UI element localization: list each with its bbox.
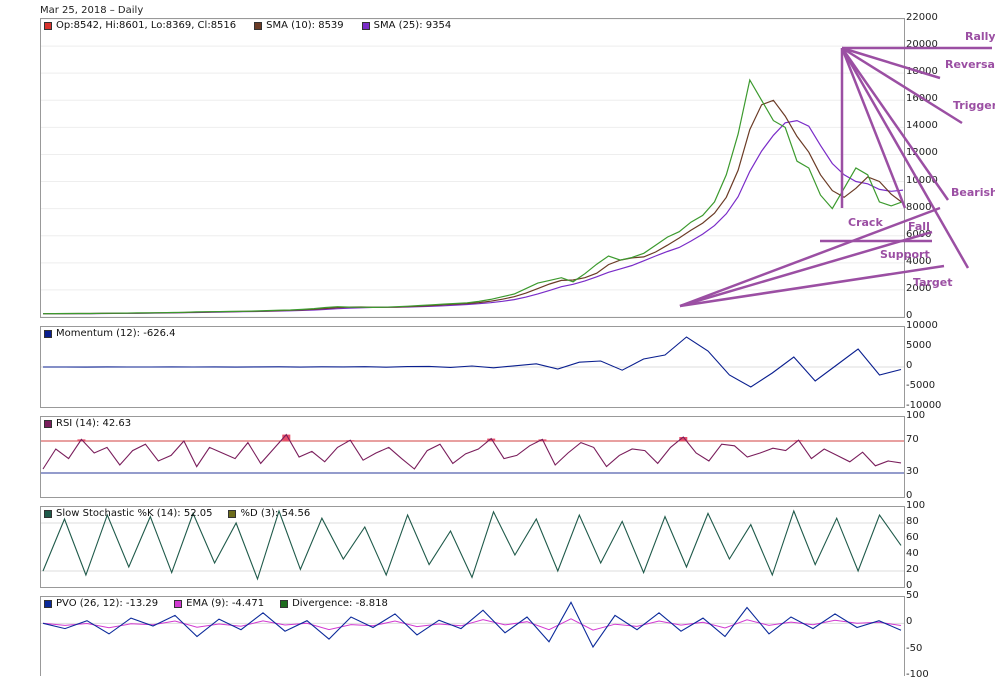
y-tick-label: 20 bbox=[906, 564, 919, 575]
pvo-divergence-legend-label: Divergence: -8.818 bbox=[292, 598, 388, 609]
y-tick-label: -5000 bbox=[906, 380, 936, 391]
y-tick-label: 30 bbox=[906, 466, 919, 477]
y-tick-label: 8000 bbox=[906, 201, 932, 213]
annotation-target: Target bbox=[913, 276, 953, 289]
stochastic-chart-svg bbox=[41, 509, 904, 581]
stochastic-k-legend-label: Slow Stochastic %K (14): 52.05 bbox=[56, 508, 213, 519]
rsi-legend-label: RSI (14): 42.63 bbox=[56, 418, 132, 429]
annotation-reversal: Reversal bbox=[945, 58, 995, 71]
y-tick-label: 0 bbox=[906, 360, 913, 371]
sma10-legend-label: SMA (10): 8539 bbox=[266, 20, 344, 31]
series-line bbox=[43, 336, 902, 388]
price-legend: Op:8542, Hi:8601, Lo:8369, Cl:8516 SMA (… bbox=[44, 20, 451, 31]
momentum-pane bbox=[40, 326, 905, 408]
y-tick-label: 0 bbox=[906, 310, 913, 321]
annotation-crack: Crack bbox=[848, 216, 883, 229]
rsi-legend-swatch bbox=[44, 419, 52, 428]
y-tick-label: 0 bbox=[906, 616, 913, 628]
rsi-overbought-fill bbox=[679, 437, 688, 441]
price-close-line bbox=[42, 78, 904, 315]
pvo-pane bbox=[40, 596, 905, 676]
y-tick-label: 10000 bbox=[906, 174, 938, 186]
sma10-legend-swatch bbox=[254, 21, 263, 30]
annotation-trigger: Trigger bbox=[953, 99, 995, 112]
stochastic-legend: Slow Stochastic %K (14): 52.05 %D (3): 5… bbox=[44, 508, 310, 519]
rsi-overbought-fill bbox=[282, 434, 291, 441]
y-tick-label: 16000 bbox=[906, 93, 938, 105]
price-chart-svg bbox=[41, 18, 904, 318]
chart-date-header: Mar 25, 2018 – Daily bbox=[40, 5, 144, 16]
series-line bbox=[42, 601, 902, 649]
pvo-ema-legend-swatch bbox=[174, 599, 183, 608]
pvo-ema-legend-label: EMA (9): -4.471 bbox=[186, 598, 265, 609]
pvo-legend-swatch bbox=[44, 599, 52, 608]
pvo-legend-label: PVO (26, 12): -13.29 bbox=[56, 598, 159, 609]
pvo-legend: PVO (26, 12): -13.29 EMA (9): -4.471 Div… bbox=[44, 598, 388, 609]
annotation-rally: Rally bbox=[965, 30, 995, 43]
y-tick-label: 100 bbox=[906, 500, 926, 511]
y-tick-label: 80 bbox=[906, 516, 919, 527]
y-tick-label: 12000 bbox=[906, 147, 938, 159]
rsi-pane bbox=[40, 416, 905, 498]
momentum-legend-label: Momentum (12): -626.4 bbox=[56, 328, 176, 339]
annotation-fall: Fall bbox=[908, 220, 930, 233]
y-tick-label: 50 bbox=[906, 590, 919, 601]
y-tick-label: -10000 bbox=[906, 400, 942, 411]
sma25-line bbox=[43, 119, 904, 315]
ohlc-legend-swatch bbox=[44, 21, 52, 30]
stochastic-k-legend-swatch bbox=[44, 509, 52, 518]
series-line bbox=[42, 509, 902, 581]
y-tick-label: 20000 bbox=[906, 39, 938, 51]
y-tick-label: 18000 bbox=[906, 66, 938, 78]
sma25-legend-swatch bbox=[361, 21, 370, 30]
rsi-chart-svg bbox=[41, 433, 904, 474]
y-tick-label: -50 bbox=[906, 642, 923, 654]
y-tick-label: 0 bbox=[906, 580, 913, 591]
sma10-line bbox=[43, 99, 904, 315]
price-pane bbox=[40, 18, 905, 318]
pvo-divergence-legend-swatch bbox=[280, 599, 289, 608]
rsi-legend: RSI (14): 42.63 bbox=[44, 418, 131, 429]
stochastic-d-legend-label: %D (3): 54.56 bbox=[240, 508, 311, 519]
rsi-overbought-fill bbox=[487, 438, 496, 441]
series-line bbox=[42, 433, 902, 470]
y-tick-label: 60 bbox=[906, 532, 919, 543]
ohlc-legend-label: Op:8542, Hi:8601, Lo:8369, Cl:8516 bbox=[56, 20, 237, 31]
y-tick-label: 5000 bbox=[906, 340, 932, 351]
y-tick-label: 0 bbox=[906, 490, 913, 501]
y-tick-label: 10000 bbox=[906, 320, 938, 331]
momentum-legend: Momentum (12): -626.4 bbox=[44, 328, 175, 339]
stochastic-pane bbox=[40, 506, 905, 588]
momentum-legend-swatch bbox=[44, 329, 52, 338]
pvo-chart-svg bbox=[41, 601, 904, 649]
y-tick-label: 100 bbox=[906, 410, 926, 421]
annotation-bearish: Bearish bbox=[951, 186, 995, 199]
y-tick-label: 14000 bbox=[906, 120, 938, 132]
y-tick-label: 22000 bbox=[906, 12, 938, 23]
y-tick-label: 40 bbox=[906, 548, 919, 559]
pvo-ema-line bbox=[42, 618, 902, 631]
sma25-legend-label: SMA (25): 9354 bbox=[373, 20, 452, 31]
stochastic-d-legend-swatch bbox=[228, 509, 237, 518]
annotation-support: Support bbox=[880, 248, 930, 261]
momentum-chart-svg bbox=[41, 336, 904, 388]
y-tick-label: 70 bbox=[906, 434, 919, 445]
